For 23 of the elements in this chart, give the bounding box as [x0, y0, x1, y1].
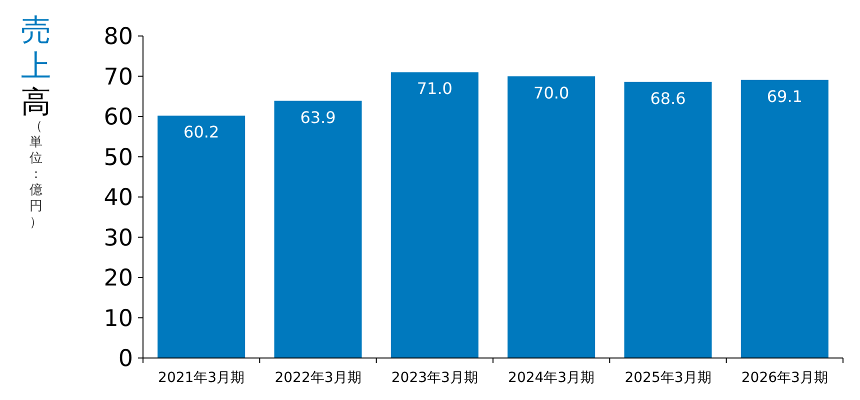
- y-tick-label: 0: [118, 346, 133, 372]
- x-tick-label: 2022年3月期: [274, 370, 362, 386]
- y-tick-label: 40: [104, 185, 133, 211]
- y-tick-label: 30: [104, 225, 133, 252]
- y-tick-label: 70: [104, 64, 133, 90]
- text: （単位：億円）: [30, 119, 42, 230]
- data-label: 60.2: [184, 122, 220, 142]
- x-tick-label: 2025年3月期: [624, 370, 712, 386]
- data-label: 69.1: [766, 86, 802, 106]
- data-label: 63.9: [300, 108, 336, 127]
- data-label: 68.6: [650, 88, 686, 108]
- x-tick-label: 2026年3月期: [741, 370, 828, 386]
- x-tick-label: 2023年3月期: [391, 370, 478, 386]
- x-tick-label: 2024年3月期: [508, 370, 595, 386]
- data-label: 71.0: [416, 79, 452, 98]
- y-tick-label: 10: [104, 306, 133, 332]
- y-tick-label: 80: [104, 24, 133, 50]
- y-axis-title: 売上高: [21, 13, 51, 120]
- x-tick-label: 2021年3月期: [158, 370, 245, 386]
- y-tick-label: 20: [104, 266, 133, 292]
- y-tick-label: 60: [104, 104, 133, 130]
- y-tick-label: 50: [104, 144, 133, 171]
- data-label: 70.0: [534, 83, 570, 102]
